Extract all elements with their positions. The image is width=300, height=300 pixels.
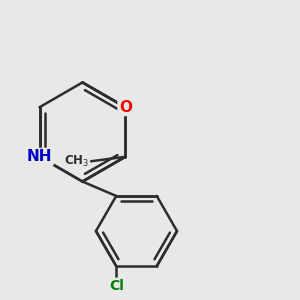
- Text: NH: NH: [27, 149, 52, 164]
- Text: Cl: Cl: [109, 279, 124, 293]
- Text: CH$_3$: CH$_3$: [64, 154, 89, 169]
- Text: O: O: [119, 100, 132, 115]
